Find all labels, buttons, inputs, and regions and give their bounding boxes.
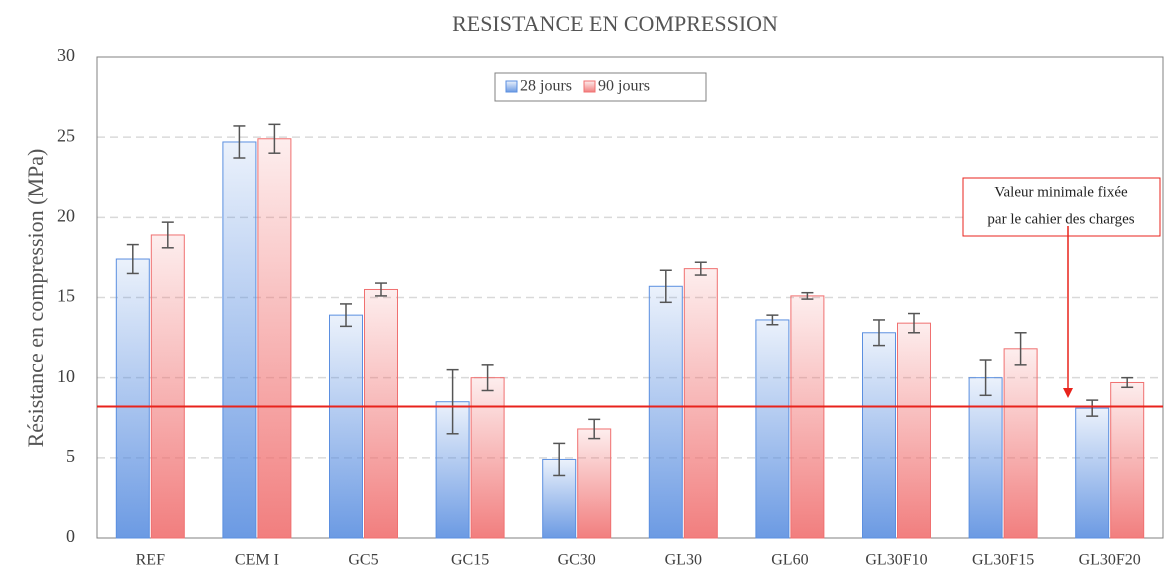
- error-bar: [126, 243, 139, 275]
- y-tick-label: 0: [66, 526, 75, 546]
- y-tick-label: 15: [57, 286, 75, 306]
- error-bar: [340, 303, 352, 328]
- annotation-arrowhead: [1063, 388, 1073, 398]
- y-tick-label: 30: [57, 45, 75, 65]
- x-tick-label: GL30F15: [972, 552, 1034, 569]
- error-bar: [233, 125, 246, 159]
- x-tick-label: GC5: [348, 552, 378, 569]
- bar: [862, 332, 896, 539]
- bar: [648, 285, 683, 539]
- legend-swatch: [505, 80, 518, 93]
- plot-frame: [96, 56, 1164, 539]
- error-bar: [766, 314, 779, 326]
- bar: [897, 322, 931, 539]
- annotation-box: [962, 177, 1161, 237]
- error-bar: [161, 221, 174, 249]
- bar: [257, 138, 292, 539]
- error-bar: [446, 368, 459, 435]
- y-tick-label: 5: [66, 446, 75, 466]
- bar: [577, 428, 612, 539]
- x-tick-label: GL60: [771, 552, 808, 569]
- legend-swatch: [583, 80, 596, 93]
- error-bar: [694, 261, 707, 276]
- error-bar: [801, 291, 814, 300]
- x-tick-label: GC15: [451, 552, 489, 569]
- error-bar: [873, 319, 885, 347]
- error-bar: [1014, 332, 1027, 366]
- bar: [115, 258, 150, 539]
- error-bar: [588, 418, 601, 440]
- bar: [329, 314, 363, 539]
- bar: [470, 377, 505, 539]
- y-tick-label: 20: [57, 205, 75, 225]
- legend-box: [494, 72, 707, 102]
- legend-label: 90 jours: [598, 78, 650, 95]
- x-tick-label: GL30F20: [1079, 552, 1141, 569]
- bar: [150, 234, 185, 539]
- bar: [222, 141, 257, 539]
- error-bar: [1121, 376, 1134, 389]
- x-tick-label: REF: [136, 552, 165, 569]
- y-tick-label: 10: [57, 366, 75, 386]
- error-bar: [553, 442, 566, 477]
- bar: [790, 295, 825, 539]
- x-tick-label: GC30: [558, 552, 596, 569]
- x-tick-label: GL30: [665, 552, 702, 569]
- bar: [755, 319, 790, 539]
- bar: [968, 377, 1003, 539]
- annotation-text: par le cahier des charges: [987, 211, 1134, 227]
- bar: [1075, 407, 1110, 539]
- bar: [683, 268, 718, 539]
- y-tick-label: 25: [57, 125, 75, 145]
- bar: [1110, 381, 1145, 539]
- bar: [1003, 348, 1038, 539]
- error-bar: [268, 123, 281, 154]
- chart-title: RESISTANCE EN COMPRESSION: [452, 11, 778, 36]
- y-axis-label: Résistance en compression (MPa): [23, 149, 48, 448]
- error-bar: [908, 312, 920, 334]
- error-bar: [1086, 399, 1099, 417]
- error-bar: [979, 359, 992, 397]
- error-bar: [375, 282, 387, 297]
- bar: [542, 458, 577, 539]
- annotation-text: Valeur minimale fixée: [994, 184, 1128, 200]
- bar: [364, 288, 398, 539]
- error-bar: [659, 269, 672, 304]
- x-tick-label: CEM I: [235, 552, 279, 569]
- error-bar: [481, 364, 494, 392]
- x-tick-label: GL30F10: [865, 552, 927, 569]
- legend-label: 28 jours: [520, 78, 572, 95]
